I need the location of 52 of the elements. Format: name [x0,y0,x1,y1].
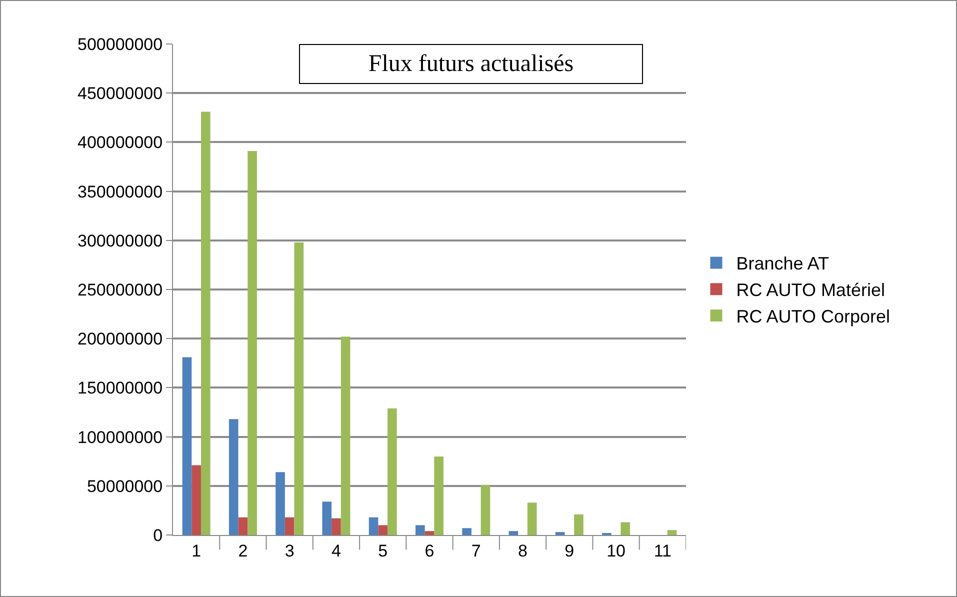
bar [294,242,304,535]
bar [416,525,425,535]
bar [276,472,285,535]
bar [574,514,584,535]
y-tick-label: 450000000 [78,84,163,104]
bar [200,112,210,535]
bar [388,408,397,535]
y-tick-label: 500000000 [78,34,163,54]
y-tick-label: 250000000 [78,280,163,300]
x-tick-label: 2 [238,541,248,560]
x-tick-label: 7 [471,541,481,560]
bar [378,525,388,535]
y-tick-label: 150000000 [78,378,163,398]
bar [508,531,518,535]
bar [248,151,257,535]
y-tick-label: 100000000 [78,428,163,447]
chart-title: Flux futurs actualisés [368,51,574,77]
bar [480,484,490,535]
bar [228,419,238,535]
y-tick-label: 300000000 [78,231,163,250]
bar [424,531,434,535]
bar [340,336,350,535]
bar [238,517,248,535]
legend-label: Branche AT [736,254,829,274]
bar [284,517,294,535]
bar [462,528,472,535]
x-tick-label: 10 [606,541,626,560]
bar [667,530,677,535]
legend-label: RC AUTO Matériel [736,280,885,300]
bar [332,518,341,535]
bar [527,502,537,535]
x-tick-label: 8 [518,541,528,560]
x-tick-label: 6 [424,541,434,560]
x-tick-label: 1 [192,541,202,560]
y-tick-label: 50000000 [86,476,163,496]
bar [434,456,444,535]
y-tick-label: 200000000 [78,330,163,349]
bar [182,357,192,535]
y-tick-label: 0 [153,526,163,545]
x-tick-label: 3 [284,541,294,560]
bar [322,502,332,535]
y-tick-label: 350000000 [78,182,163,202]
x-tick-label: 4 [331,541,341,560]
x-tick-label: 5 [378,541,388,560]
bar [620,522,630,535]
y-tick-label: 400000000 [78,133,163,152]
bar [192,465,201,535]
legend-label: RC AUTO Corporel [736,306,890,327]
x-tick-label: 9 [564,541,574,560]
x-tick-label: 11 [654,541,672,560]
bar [368,517,378,535]
bar [555,532,565,535]
